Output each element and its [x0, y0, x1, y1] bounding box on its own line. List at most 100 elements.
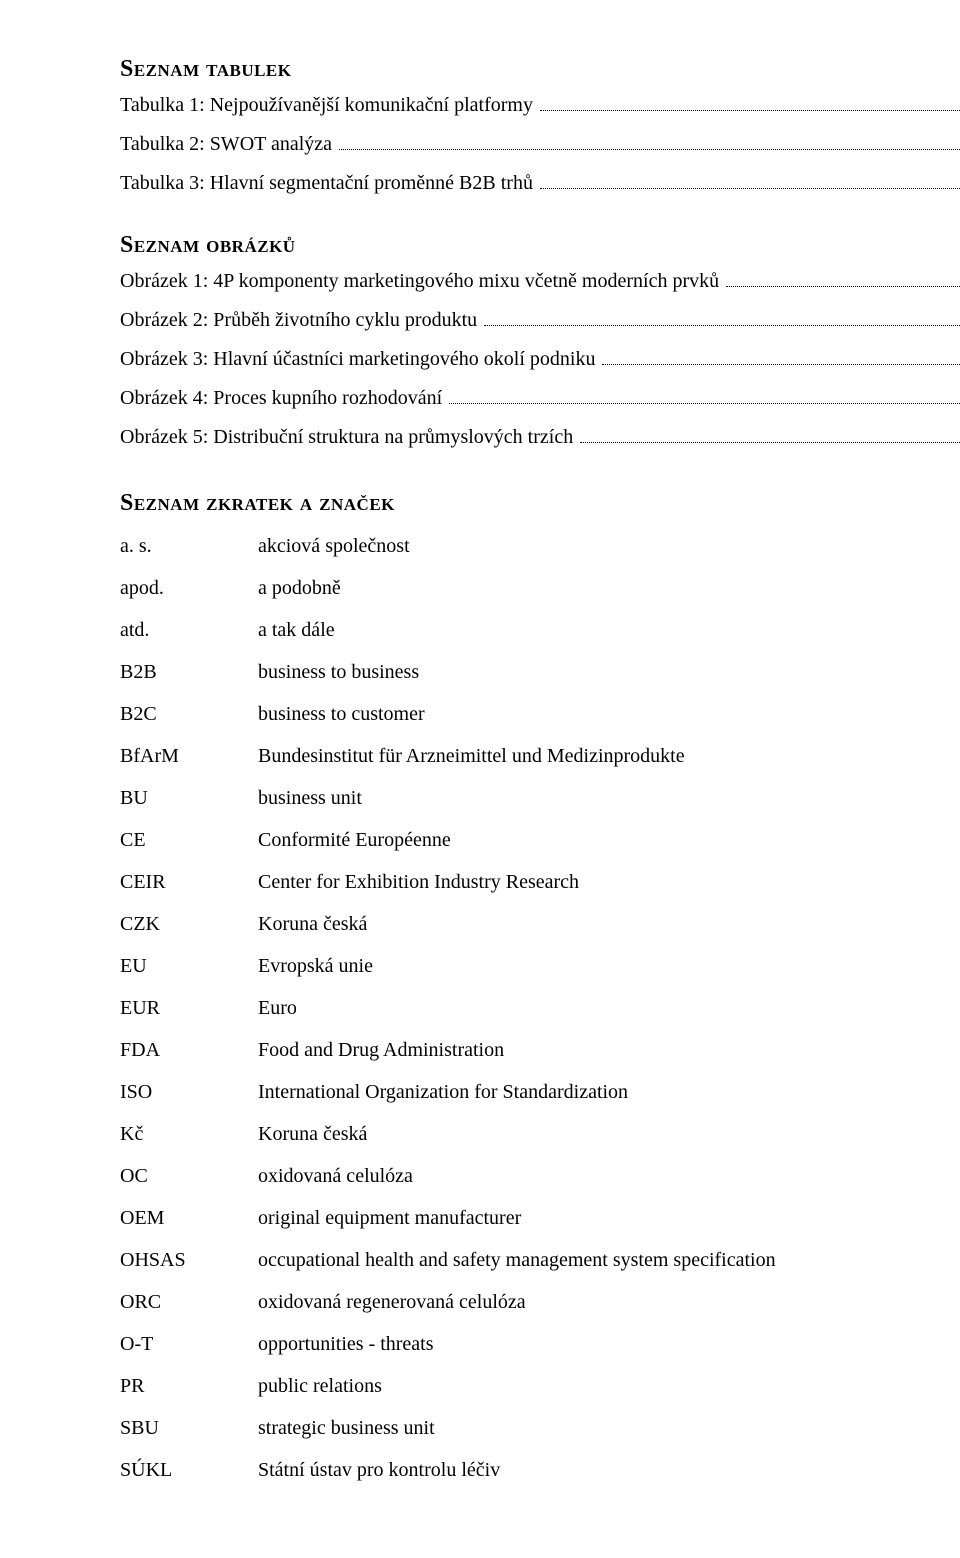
abbr-row: KčKoruna česká	[120, 1120, 960, 1149]
toc-figures: Obrázek 1: 4P komponenty marketingového …	[120, 267, 960, 452]
abbr-row: BfArMBundesinstitut für Arzneimittel und…	[120, 742, 960, 771]
abbr-val: Euro	[258, 994, 960, 1023]
toc-label: Tabulka 2: SWOT analýza	[120, 130, 336, 159]
abbr-key: a. s.	[120, 532, 258, 561]
abbr-val: public relations	[258, 1372, 960, 1401]
abbr-key: FDA	[120, 1036, 258, 1065]
abbr-val: akciová společnost	[258, 532, 960, 561]
abbr-val: International Organization for Standardi…	[258, 1078, 960, 1107]
abbr-key: B2C	[120, 700, 258, 729]
abbr-key: O-T	[120, 1330, 258, 1359]
abbr-val: strategic business unit	[258, 1414, 960, 1443]
toc-leader	[540, 171, 960, 189]
toc-leader	[726, 269, 960, 287]
abbr-key: B2B	[120, 658, 258, 687]
toc-leader	[484, 308, 960, 326]
toc-tables: Tabulka 1: Nejpoužívanější komunikační p…	[120, 91, 960, 198]
toc-label: Tabulka 1: Nejpoužívanější komunikační p…	[120, 91, 537, 120]
toc-label: Obrázek 5: Distribuční struktura na prům…	[120, 423, 577, 452]
abbr-val: Center for Exhibition Industry Research	[258, 868, 960, 897]
abbr-row: ISOInternational Organization for Standa…	[120, 1078, 960, 1107]
abbr-key: OC	[120, 1162, 258, 1191]
toc-row: Tabulka 2: SWOT analýza - 22 -	[120, 130, 960, 159]
abbr-val: a tak dále	[258, 616, 960, 645]
toc-row: Obrázek 5: Distribuční struktura na prům…	[120, 423, 960, 452]
abbr-row: EUREuro	[120, 994, 960, 1023]
abbr-row: OCoxidovaná celulóza	[120, 1162, 960, 1191]
abbr-val: Státní ústav pro kontrolu léčiv	[258, 1456, 960, 1485]
abbr-key: Kč	[120, 1120, 258, 1149]
abbr-row: EUEvropská unie	[120, 952, 960, 981]
abbr-key: OEM	[120, 1204, 258, 1233]
toc-row: Obrázek 4: Proces kupního rozhodování - …	[120, 384, 960, 413]
abbr-val: business to customer	[258, 700, 960, 729]
abbr-key: SBU	[120, 1414, 258, 1443]
abbr-val: oxidovaná celulóza	[258, 1162, 960, 1191]
abbr-row: O-Topportunities - threats	[120, 1330, 960, 1359]
abbr-row: OHSASoccupational health and safety mana…	[120, 1246, 960, 1275]
abbr-key: atd.	[120, 616, 258, 645]
abbr-val: Evropská unie	[258, 952, 960, 981]
abbr-val: opportunities - threats	[258, 1330, 960, 1359]
abbr-row: atd.a tak dále	[120, 616, 960, 645]
abbr-val: occupational health and safety managemen…	[258, 1246, 960, 1275]
abbr-val: original equipment manufacturer	[258, 1204, 960, 1233]
abbr-row: PRpublic relations	[120, 1372, 960, 1401]
toc-row: Tabulka 3: Hlavní segmentační proměnné B…	[120, 169, 960, 198]
abbr-key: PR	[120, 1372, 258, 1401]
heading-tables-text: Seznam tabulek	[120, 52, 292, 87]
abbr-key: BfArM	[120, 742, 258, 771]
abbr-row: B2Cbusiness to customer	[120, 700, 960, 729]
abbr-key: SÚKL	[120, 1456, 258, 1485]
abbr-row: FDAFood and Drug Administration	[120, 1036, 960, 1065]
abbr-key: EUR	[120, 994, 258, 1023]
abbr-row: CEIRCenter for Exhibition Industry Resea…	[120, 868, 960, 897]
toc-row: Obrázek 3: Hlavní účastníci marketingové…	[120, 345, 960, 374]
toc-leader	[449, 386, 960, 404]
toc-row: Tabulka 1: Nejpoužívanější komunikační p…	[120, 91, 960, 120]
toc-leader	[602, 347, 960, 365]
abbr-row: ORCoxidovaná regenerovaná celulóza	[120, 1288, 960, 1317]
abbr-key: OHSAS	[120, 1246, 258, 1275]
abbr-row: B2Bbusiness to business	[120, 658, 960, 687]
heading-figures-text: Seznam obrázků	[120, 228, 296, 263]
abbr-row: CEConformité Européenne	[120, 826, 960, 855]
toc-label: Obrázek 1: 4P komponenty marketingového …	[120, 267, 723, 296]
abbr-val: Food and Drug Administration	[258, 1036, 960, 1065]
abbr-key: EU	[120, 952, 258, 981]
abbr-row: SÚKLStátní ústav pro kontrolu léčiv	[120, 1456, 960, 1485]
toc-label: Tabulka 3: Hlavní segmentační proměnné B…	[120, 169, 537, 198]
abbr-val: Bundesinstitut für Arzneimittel und Medi…	[258, 742, 960, 771]
heading-tables: Seznam tabulek	[120, 52, 960, 87]
toc-label: Obrázek 4: Proces kupního rozhodování	[120, 384, 446, 413]
toc-label: Obrázek 2: Průběh životního cyklu produk…	[120, 306, 481, 335]
toc-leader	[339, 132, 960, 150]
abbr-val: business to business	[258, 658, 960, 687]
abbr-val: business unit	[258, 784, 960, 813]
toc-label: Obrázek 3: Hlavní účastníci marketingové…	[120, 345, 599, 374]
abbr-key: BU	[120, 784, 258, 813]
abbr-val: Koruna česká	[258, 910, 960, 939]
heading-figures: Seznam obrázků	[120, 228, 960, 263]
abbr-val: a podobně	[258, 574, 960, 603]
abbr-val: Koruna česká	[258, 1120, 960, 1149]
abbr-val: Conformité Européenne	[258, 826, 960, 855]
abbr-row: BUbusiness unit	[120, 784, 960, 813]
abbr-row: apod.a podobně	[120, 574, 960, 603]
abbreviations-table: a. s.akciová společnost apod.a podobně a…	[120, 532, 960, 1485]
abbr-row: a. s.akciová společnost	[120, 532, 960, 561]
abbr-key: ISO	[120, 1078, 258, 1107]
abbr-key: CEIR	[120, 868, 258, 897]
heading-abbreviations-text: Seznam zkratek a značek	[120, 486, 395, 521]
abbr-row: OEMoriginal equipment manufacturer	[120, 1204, 960, 1233]
abbr-val: oxidovaná regenerovaná celulóza	[258, 1288, 960, 1317]
abbr-key: apod.	[120, 574, 258, 603]
abbr-key: ORC	[120, 1288, 258, 1317]
toc-leader	[540, 93, 960, 111]
toc-row: Obrázek 1: 4P komponenty marketingového …	[120, 267, 960, 296]
abbr-row: SBUstrategic business unit	[120, 1414, 960, 1443]
toc-leader	[580, 425, 960, 443]
abbr-row: CZKKoruna česká	[120, 910, 960, 939]
abbr-key: CZK	[120, 910, 258, 939]
abbr-key: CE	[120, 826, 258, 855]
